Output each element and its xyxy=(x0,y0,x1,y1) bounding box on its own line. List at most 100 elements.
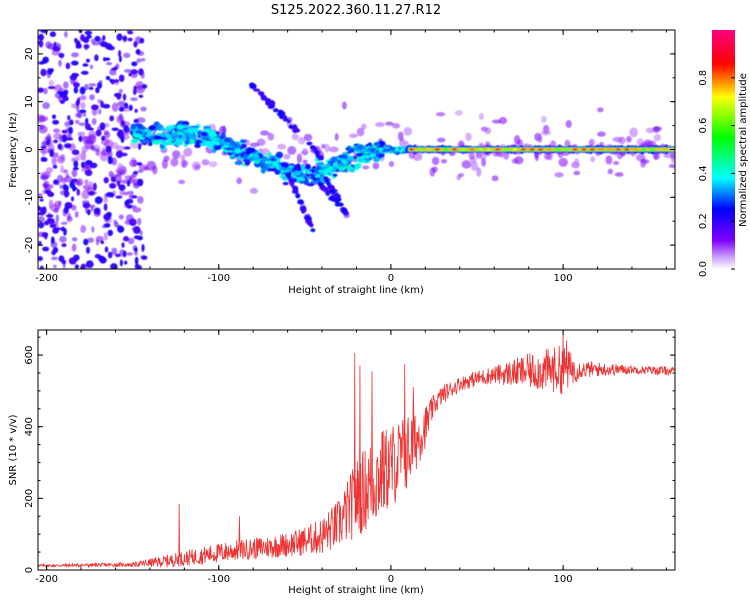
heatmap-cell xyxy=(318,169,323,173)
heatmap-cell xyxy=(111,157,117,166)
heatmap-cell xyxy=(537,136,543,143)
heatmap-cell xyxy=(111,127,119,132)
heatmap-cell xyxy=(38,211,41,216)
heatmap-cell xyxy=(124,200,130,207)
heatmap-cell xyxy=(79,86,86,95)
heatmap-cell xyxy=(71,149,80,156)
heatmap-cell xyxy=(140,72,145,79)
heatmap-cell xyxy=(138,94,144,98)
heatmap-cell xyxy=(426,148,432,151)
heatmap-cell xyxy=(541,130,551,136)
heatmap-cell xyxy=(95,239,100,246)
heatmap-cell xyxy=(84,44,89,51)
heatmap-cell xyxy=(400,145,406,149)
heatmap-cell xyxy=(127,237,135,245)
heatmap-cell xyxy=(80,263,86,269)
heatmap-cell xyxy=(641,148,647,151)
heatmap-cell xyxy=(265,164,271,168)
heatmap-cell xyxy=(356,152,363,157)
heatmap-cell xyxy=(306,182,315,187)
heatmap-cell xyxy=(81,200,90,205)
heatmap-cell xyxy=(160,134,166,138)
heatmap-cell xyxy=(334,197,341,204)
heatmap-cell xyxy=(44,136,52,140)
heatmap-cell xyxy=(49,224,57,228)
heatmap-cell xyxy=(117,100,126,107)
heatmap-cell xyxy=(278,109,284,114)
heatmap-cell xyxy=(306,141,313,146)
heatmap-cell xyxy=(208,130,216,136)
heatmap-cell xyxy=(73,73,79,77)
heatmap-cell xyxy=(614,172,624,177)
heatmap-cell xyxy=(51,156,57,166)
heatmap-cell xyxy=(109,78,113,83)
heatmap-cell xyxy=(274,169,281,175)
heatmap-cell xyxy=(138,143,143,147)
heatmap-cell xyxy=(321,143,326,149)
heatmap-cell xyxy=(382,149,387,152)
heatmap-cell xyxy=(51,114,57,120)
heatmap-cell xyxy=(121,242,125,248)
heatmap-cell xyxy=(130,138,139,144)
heatmap-cell xyxy=(126,252,133,256)
heatmap-cell xyxy=(104,43,113,50)
heatmap-cell xyxy=(45,167,54,174)
heatmap-cell xyxy=(208,161,218,168)
snr-ticks: -200 -100 0 100 0 200 400 600 xyxy=(24,330,675,585)
heatmap-cell xyxy=(626,135,632,143)
heatmap-cell xyxy=(133,85,137,91)
heatmap-cell xyxy=(123,69,132,73)
heatmap-cell xyxy=(491,175,499,182)
heatmap-cell xyxy=(42,102,50,110)
heatmap-cell xyxy=(324,168,332,172)
heatmap-cell xyxy=(84,179,89,185)
heatmap-cell xyxy=(319,181,324,187)
heatmap-cell xyxy=(335,193,341,199)
y-tick-label: 600 xyxy=(24,346,35,365)
heatmap-cell xyxy=(61,134,68,143)
heatmap-cell xyxy=(119,134,123,140)
heatmap-cell xyxy=(613,160,620,166)
heatmap-cell xyxy=(242,158,250,163)
heatmap-cell xyxy=(116,172,123,177)
heatmap-cell xyxy=(123,52,131,59)
heatmap-cell xyxy=(191,134,197,138)
heatmap-cell xyxy=(75,44,81,49)
heatmap-cell xyxy=(234,160,244,166)
heatmap-cell xyxy=(302,159,308,164)
heatmap-cell xyxy=(123,191,129,196)
heatmap-cell xyxy=(38,115,49,122)
heatmap-cell xyxy=(62,184,68,191)
chart-title: S125.2022.360.11.27.R12 xyxy=(271,3,441,18)
heatmap-cell xyxy=(388,160,395,168)
heatmap-cell xyxy=(185,133,193,137)
heatmap-cell xyxy=(48,188,52,196)
heatmap-cell xyxy=(267,151,272,157)
snr-xlabel: Height of straight line (km) xyxy=(288,585,424,596)
heatmap-cell xyxy=(88,181,94,191)
heatmap-cell xyxy=(306,176,311,180)
heatmap-cell xyxy=(208,137,215,140)
heatmap-cell xyxy=(288,178,295,185)
heatmap-cell xyxy=(80,101,86,110)
heatmap-cell xyxy=(82,63,89,67)
heatmap-cell xyxy=(132,226,141,234)
colorbar xyxy=(712,30,735,269)
heatmap-cell xyxy=(521,148,526,151)
heatmap-cell xyxy=(107,193,116,197)
heatmap-cell xyxy=(71,52,79,58)
heatmap-cell xyxy=(203,125,212,130)
heatmap-cell xyxy=(95,87,100,94)
heatmap-cell xyxy=(103,222,111,228)
heatmap-cell xyxy=(82,113,87,117)
heatmap-cell xyxy=(81,161,86,169)
heatmap-cell xyxy=(80,225,87,233)
heatmap-cell xyxy=(161,141,169,146)
heatmap-cell xyxy=(38,33,45,41)
heatmap-cell xyxy=(658,148,664,151)
heatmap-cell xyxy=(316,162,325,166)
heatmap-cell xyxy=(38,205,41,211)
heatmap-cell xyxy=(546,152,553,161)
heatmap-cell xyxy=(42,183,48,188)
heatmap-cell xyxy=(303,133,313,142)
